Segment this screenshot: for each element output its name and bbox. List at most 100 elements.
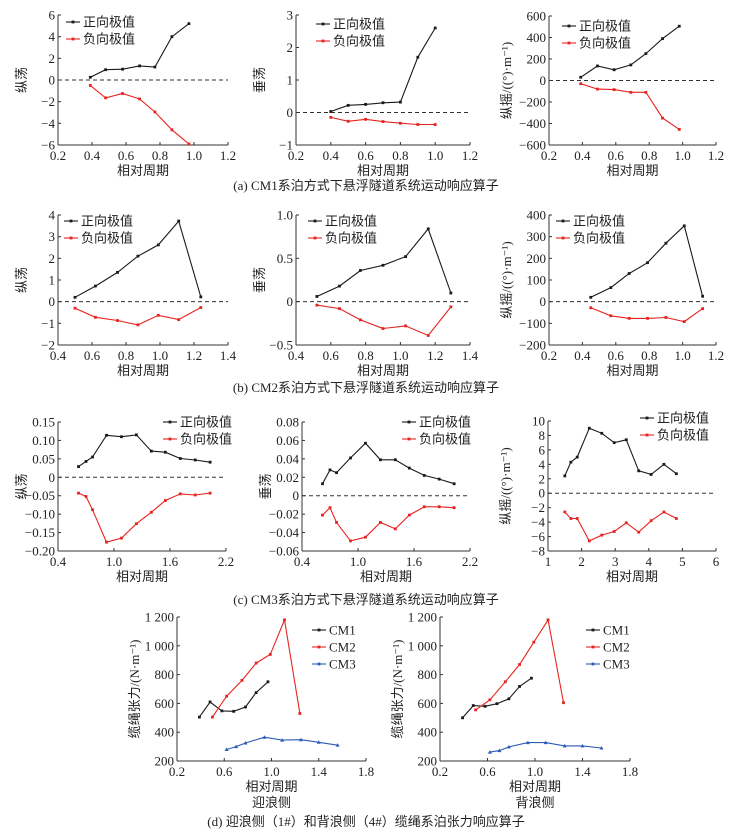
data-point — [644, 52, 648, 56]
data-point — [563, 510, 567, 514]
y-axis-label: 垂荡 — [252, 267, 267, 293]
chart-b2: −0.5 0 0.5 1.0 0.4 0.6 0.8 1.0 1.2 1.4 相对周期 垂荡 正向极值负… — [252, 208, 479, 379]
legend-marker — [71, 37, 75, 41]
data-point — [338, 307, 341, 310]
series-line-负向极值 — [316, 304, 452, 337]
y-tick-label: −0.20 — [25, 544, 55, 559]
data-point — [335, 471, 338, 475]
x-tick-label: 1.0 — [674, 148, 690, 163]
data-point — [91, 455, 94, 459]
chart-a1: −6 −4 −2 0 2 4 6 0.2 0.4 0.6 0.8 1.0 1.2 相对周期 纵荡 正向极值负向… — [14, 8, 236, 179]
data-point — [156, 313, 160, 317]
data-point — [471, 704, 475, 707]
data-point — [404, 324, 408, 328]
x-axis-label: 相对周期 — [357, 163, 409, 178]
data-point — [589, 306, 593, 310]
x-tick-label: 1.0 — [152, 348, 168, 363]
data-point — [280, 738, 285, 742]
caption-c: (c) CM3系泊方式下悬浮隧道系统运动响应算子 — [233, 592, 498, 607]
data-point — [149, 510, 153, 514]
data-point — [701, 307, 705, 310]
data-point — [433, 26, 437, 30]
data-point — [316, 740, 321, 744]
caption-b: (b) CM2系泊方式下悬浮隧道系统运动响应算子 — [233, 380, 499, 395]
series-line-正向极值 — [322, 442, 455, 485]
data-point — [329, 115, 333, 119]
y-tick-label: −0.02 — [269, 507, 299, 522]
data-point — [404, 255, 408, 258]
data-point — [364, 102, 367, 106]
data-point — [208, 700, 212, 704]
data-point — [364, 535, 367, 539]
y-tick-label: −2 — [531, 500, 545, 515]
data-point — [646, 261, 649, 265]
y-tick-label: 0.05 — [32, 451, 55, 466]
caption-d: (d) 迎浪侧（1#）和背浪侧（4#）缆绳系泊张力响应算子 — [207, 814, 524, 829]
x-tick-label: 0.4 — [574, 348, 591, 363]
data-point — [609, 286, 613, 289]
data-point — [136, 254, 140, 258]
legend-label: CM1 — [329, 623, 356, 638]
data-point — [506, 744, 511, 749]
data-point — [104, 96, 107, 100]
data-point — [178, 457, 182, 460]
x-tick-label: 6 — [713, 554, 720, 569]
y-tick-label: 400 — [418, 725, 438, 740]
data-point — [381, 120, 385, 123]
data-point — [580, 743, 585, 748]
y-tick-label: −0.5 — [269, 338, 293, 353]
data-point — [299, 737, 304, 742]
y-tick-label: 6 — [49, 8, 56, 23]
y-tick-label: 1 200 — [145, 610, 174, 625]
legend-label: CM2 — [603, 640, 630, 655]
legend-marker — [317, 645, 321, 649]
data-point — [624, 438, 628, 442]
legend-marker — [567, 24, 571, 28]
legend-label: CM3 — [603, 657, 630, 672]
legend-marker — [71, 20, 75, 24]
data-point — [449, 291, 453, 295]
legend-label: 负向极值 — [573, 231, 625, 246]
data-point — [358, 318, 362, 322]
data-point — [488, 698, 492, 702]
data-point — [483, 704, 487, 708]
x-axis-label: 相对周期 — [245, 779, 297, 794]
y-tick-label: 2 — [287, 40, 294, 55]
x-tick-label: 0.4 — [288, 348, 305, 363]
x-tick-label: 0.6 — [216, 764, 233, 779]
x-tick-label: 2.2 — [218, 554, 234, 569]
data-point — [121, 67, 124, 71]
data-point — [138, 97, 141, 101]
legend-marker — [317, 662, 321, 666]
data-point — [149, 449, 153, 453]
x-tick-label: 2.2 — [462, 554, 478, 569]
data-point — [589, 295, 593, 299]
y-tick-label: −600 — [519, 138, 546, 153]
x-tick-label: 1.0 — [350, 554, 366, 569]
y-tick-label: 100 — [527, 273, 547, 288]
legend-label: 负向极值 — [419, 432, 471, 447]
data-point — [208, 460, 212, 464]
x-axis-sublabel: 迎浪侧 — [252, 795, 291, 810]
y-tick-label: 0 — [539, 486, 546, 501]
data-point — [135, 433, 138, 437]
data-point — [599, 746, 604, 750]
x-tick-label: 1.0 — [106, 554, 122, 569]
x-tick-label: 1.2 — [186, 348, 202, 363]
y-tick-label: 600 — [418, 696, 438, 711]
y-tick-label: 0.5 — [277, 251, 293, 266]
data-point — [364, 117, 367, 121]
data-point — [569, 517, 573, 520]
y-tick-label: 0 — [287, 294, 294, 309]
y-tick-label: 1 000 — [145, 638, 174, 653]
y-tick-label: −400 — [519, 116, 546, 131]
data-point — [77, 465, 80, 468]
y-tick-label: 1 — [287, 73, 294, 88]
data-point — [187, 142, 191, 146]
x-tick-label: 0.8 — [357, 348, 373, 363]
chart-d1: 200 400 600 800 1 000 1 200 0.2 0.6 1.0 1.4 1.8 相对周… — [127, 610, 374, 811]
data-point — [121, 92, 124, 95]
data-point — [193, 493, 197, 497]
x-tick-label: 3 — [612, 554, 619, 569]
